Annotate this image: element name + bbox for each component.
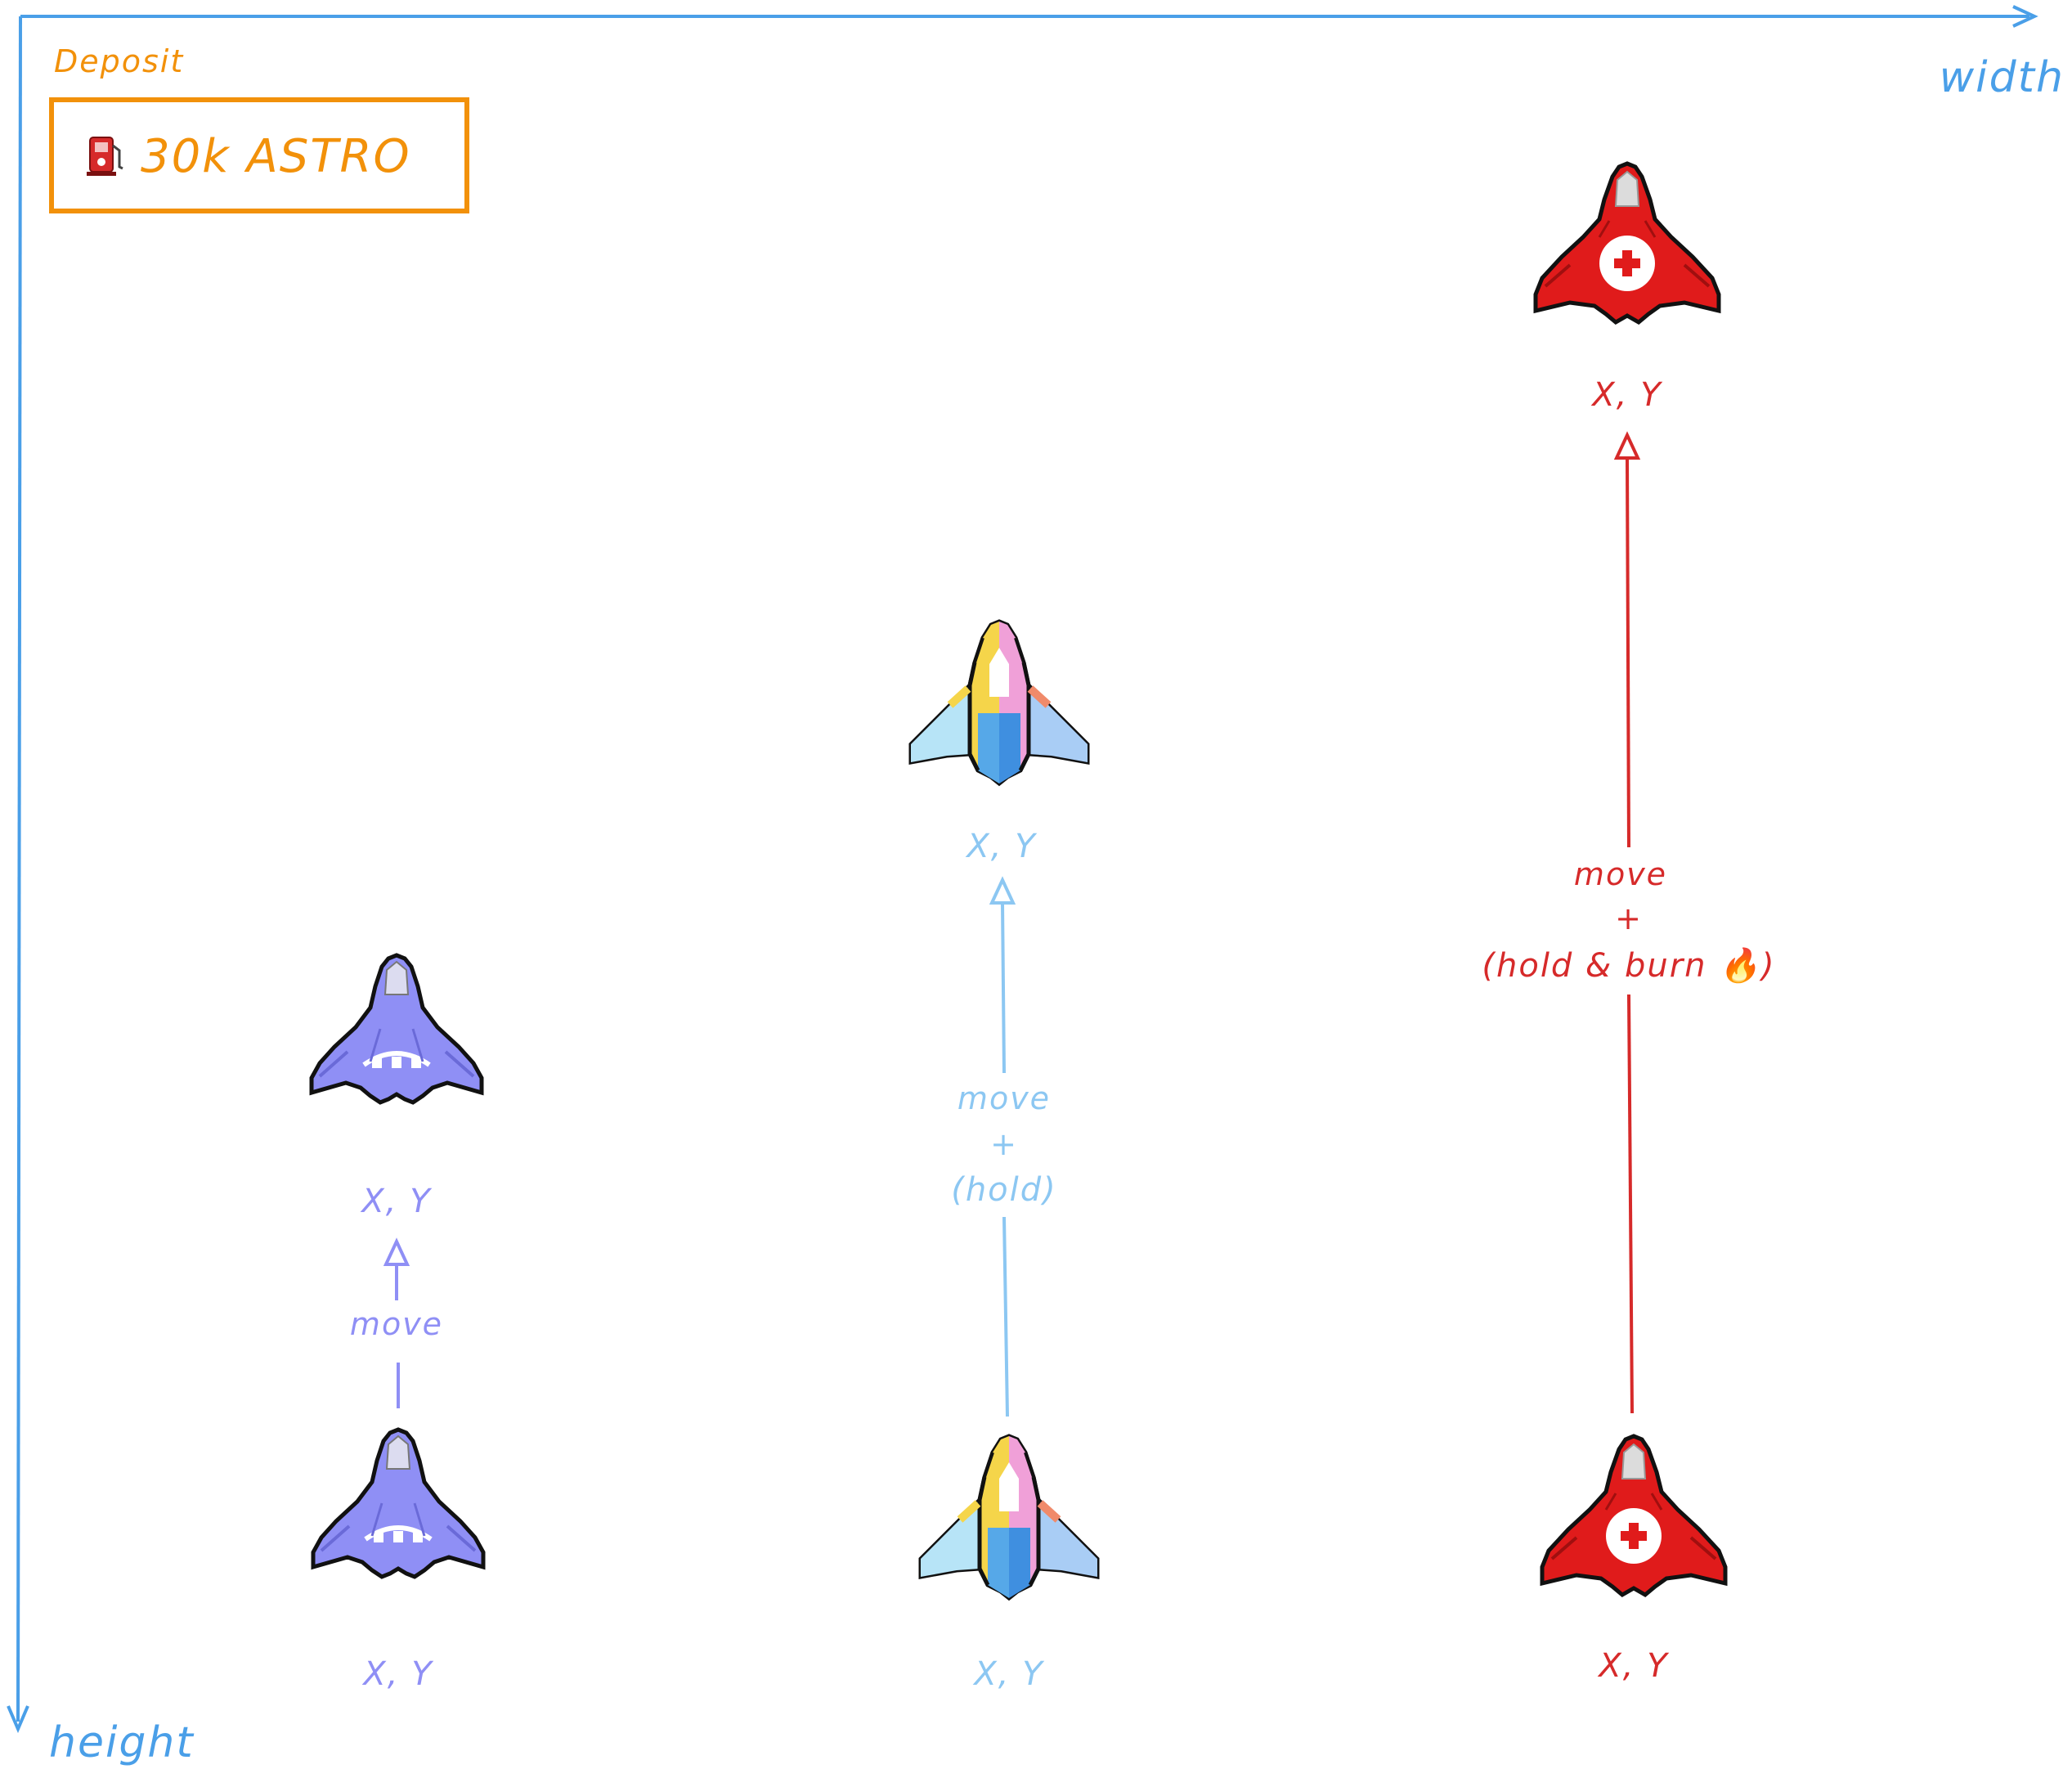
fuel-pump-icon bbox=[85, 136, 124, 177]
red-ship-start-icon bbox=[1542, 1436, 1725, 1595]
rainbow-arrow-lower bbox=[1002, 1216, 1009, 1417]
purple-end-coord: X, Y bbox=[360, 1183, 433, 1220]
x-axis-arrowhead-icon bbox=[2012, 5, 2038, 28]
red-end-coord: X, Y bbox=[1590, 376, 1663, 414]
rainbow-action-hold: (hold) bbox=[951, 1171, 1057, 1209]
rainbow-start-coord: X, Y bbox=[972, 1655, 1045, 1693]
y-axis-label: height bbox=[49, 1718, 195, 1767]
purple-action-label: move bbox=[350, 1306, 443, 1342]
purple-ship-start-icon bbox=[313, 1430, 483, 1577]
rainbow-ship-end-icon bbox=[911, 622, 1088, 783]
rainbow-action-plus: + bbox=[990, 1126, 1018, 1162]
deposit-box bbox=[49, 97, 469, 213]
rainbow-arrowhead-icon bbox=[989, 876, 1016, 905]
x-axis-label: width bbox=[1940, 53, 2065, 102]
red-action-plus: + bbox=[1615, 900, 1643, 936]
red-action-hold-burn: (hold & burn 🔥) bbox=[1482, 946, 1775, 985]
y-axis-arrowhead-icon bbox=[7, 1705, 29, 1734]
purple-arrowhead-icon bbox=[383, 1237, 410, 1266]
red-action-move: move bbox=[1574, 856, 1667, 892]
rainbow-action-move: move bbox=[958, 1080, 1051, 1116]
red-arrow-upper bbox=[1626, 457, 1630, 848]
rainbow-ship-start-icon bbox=[921, 1436, 1097, 1598]
red-arrowhead-icon bbox=[1613, 431, 1641, 460]
deposit-amount: 30k ASTRO bbox=[141, 130, 411, 183]
red-arrow-lower bbox=[1627, 994, 1634, 1414]
rainbow-arrow-upper bbox=[1001, 902, 1006, 1074]
deposit-label: Deposit bbox=[54, 43, 184, 79]
purple-ship-end-icon bbox=[312, 955, 482, 1102]
red-start-coord: X, Y bbox=[1597, 1647, 1670, 1685]
red-ship-end-icon bbox=[1536, 164, 1719, 322]
y-axis-line bbox=[16, 16, 22, 1722]
purple-start-coord: X, Y bbox=[361, 1655, 434, 1693]
rainbow-end-coord: X, Y bbox=[965, 828, 1038, 865]
